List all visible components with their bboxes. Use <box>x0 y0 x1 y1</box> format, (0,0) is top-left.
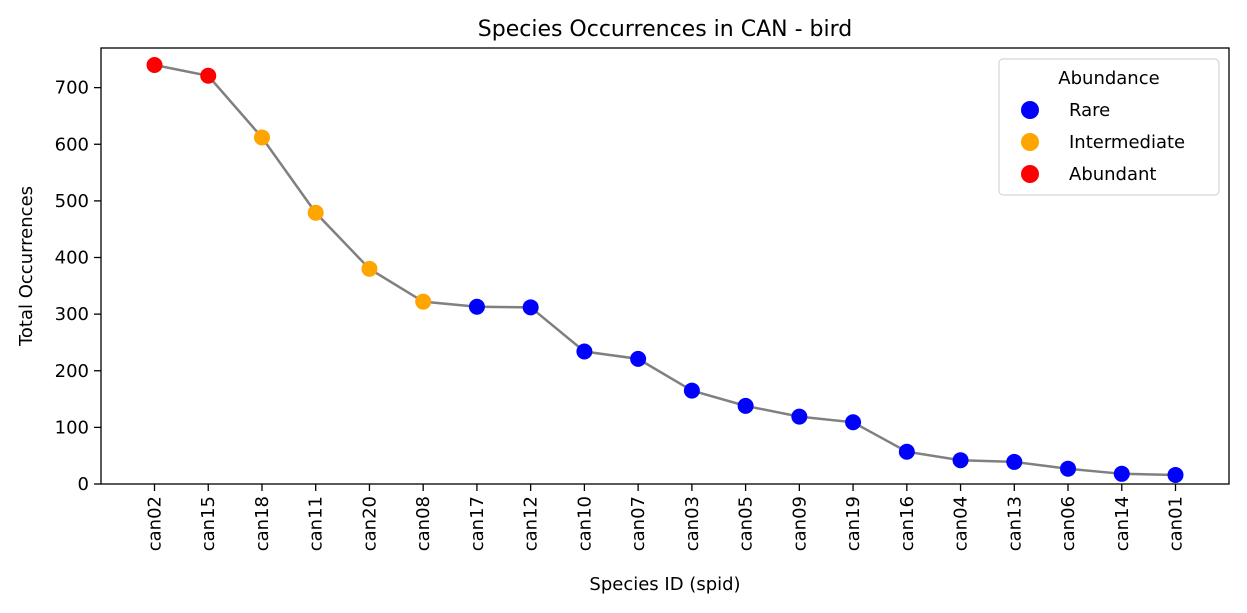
series-line <box>154 63 1176 477</box>
legend-title: Abundance <box>1058 68 1159 89</box>
x-tick-label: can17 <box>467 496 488 551</box>
data-point-can04 <box>952 452 969 469</box>
data-point-can18 <box>253 129 270 146</box>
y-axis-title: Total Occurrences <box>16 186 37 347</box>
data-point-can12 <box>522 299 539 316</box>
x-tick-label: can06 <box>1058 496 1079 551</box>
x-tick-label: can10 <box>574 496 595 551</box>
legend-label-intermediate: Intermediate <box>1069 132 1185 153</box>
data-point-can07 <box>630 350 647 367</box>
y-tick-label: 700 <box>55 78 89 99</box>
legend-marker-abundant <box>1021 165 1039 183</box>
legend: Abundance Rare Intermediate Abundant <box>998 58 1220 196</box>
y-tick-label: 400 <box>55 248 89 269</box>
data-point-can02 <box>146 56 163 73</box>
data-point-can06 <box>1060 460 1077 477</box>
y-tick-label: 0 <box>78 474 89 495</box>
x-tick-label: can04 <box>951 496 972 551</box>
x-tick-label: can20 <box>359 496 380 551</box>
x-tick-label: can05 <box>736 496 757 551</box>
legend-label-rare: Rare <box>1069 100 1110 121</box>
data-point-can16 <box>898 443 915 460</box>
x-tick-label: can02 <box>145 496 166 551</box>
x-tick-label: can03 <box>682 496 703 551</box>
x-tick-label: can07 <box>628 496 649 551</box>
y-tick-label: 200 <box>55 361 89 382</box>
x-tick-label: can18 <box>252 496 273 551</box>
y-tick-label: 500 <box>55 191 89 212</box>
data-point-can19 <box>845 414 862 431</box>
x-tick-label: can11 <box>306 496 327 551</box>
data-point-can05 <box>737 397 754 414</box>
data-point-can03 <box>683 382 700 399</box>
data-point-can17 <box>468 298 485 315</box>
x-tick-label: can12 <box>521 496 542 551</box>
data-point-can08 <box>415 293 432 310</box>
x-tick-label: can16 <box>897 496 918 551</box>
legend-label-abundant: Abundant <box>1069 164 1156 185</box>
x-tick-label: can14 <box>1112 496 1133 551</box>
data-point-can14 <box>1113 465 1130 482</box>
data-point-can10 <box>576 343 593 360</box>
x-tick-label: can13 <box>1004 496 1025 551</box>
x-tick-label: can19 <box>843 496 864 551</box>
data-point-can20 <box>361 260 378 277</box>
x-tick-label: can01 <box>1166 496 1187 551</box>
data-point-can09 <box>791 408 808 425</box>
x-tick-label: can08 <box>413 496 434 551</box>
data-point-can01 <box>1167 466 1184 483</box>
plot-area: 0 100 200 300 400 500 600 700 can02 can15 can18 can… <box>55 47 1230 551</box>
x-axis-title: Species ID (spid) <box>589 574 740 595</box>
y-tick-label: 100 <box>55 417 89 438</box>
data-point-can15 <box>200 67 217 84</box>
data-point-can11 <box>307 204 324 221</box>
y-tick-label: 600 <box>55 134 89 155</box>
x-tick-label: can09 <box>789 496 810 551</box>
legend-marker-intermediate <box>1021 133 1039 151</box>
chart-title: Species Occurrences in CAN - bird <box>478 17 852 42</box>
legend-marker-rare <box>1021 101 1039 119</box>
legend-box <box>998 58 1220 196</box>
data-point-can13 <box>1006 453 1023 470</box>
y-tick-label: 300 <box>55 304 89 325</box>
plot-frame <box>100 47 1230 485</box>
x-tick-label: can15 <box>198 496 219 551</box>
